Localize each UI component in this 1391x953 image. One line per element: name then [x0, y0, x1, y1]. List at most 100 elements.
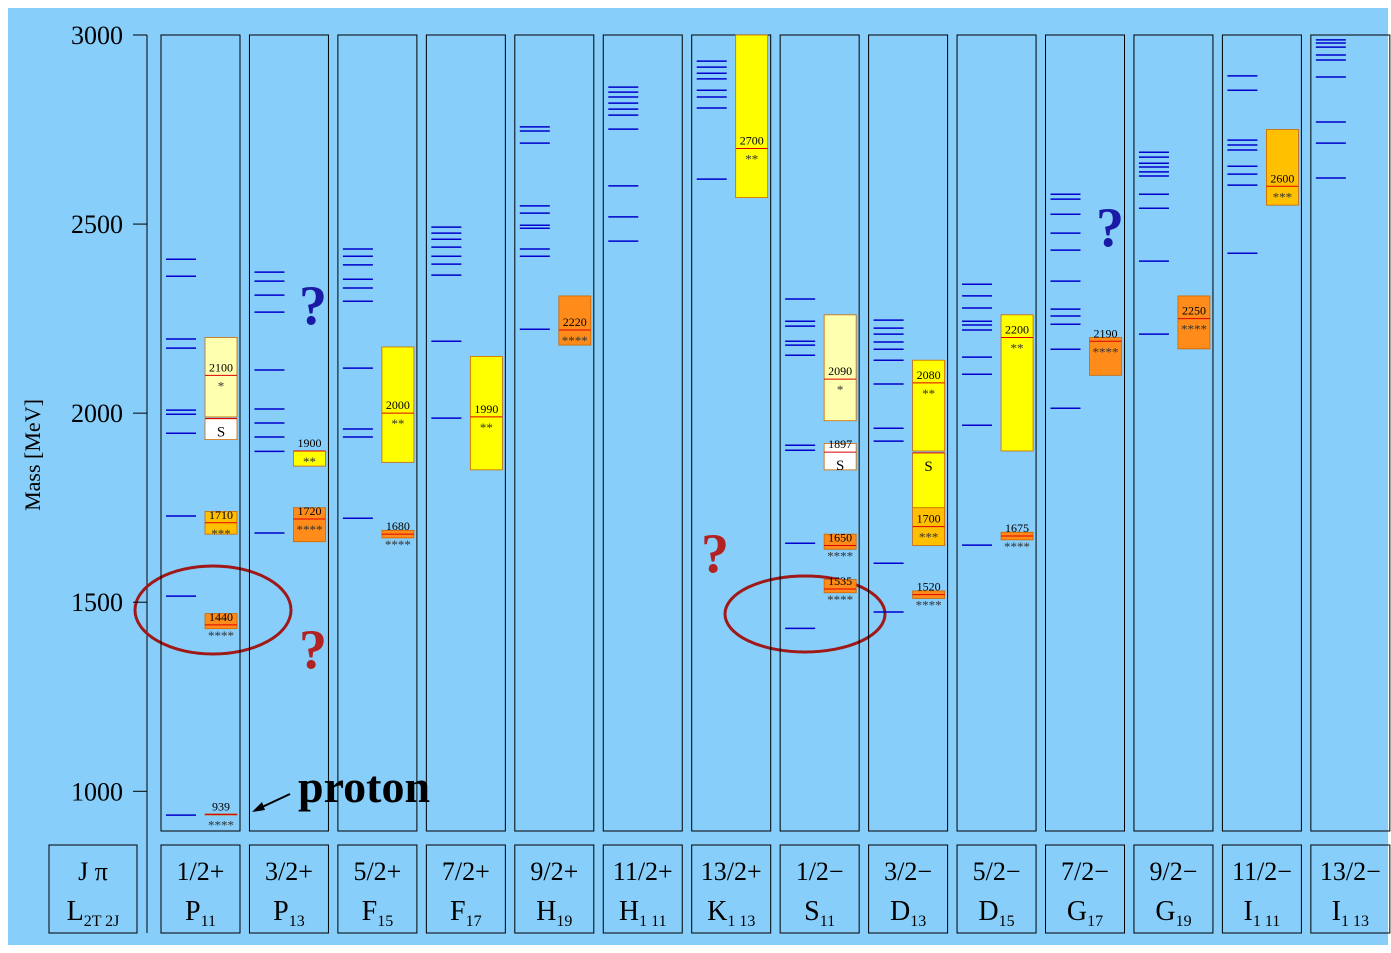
rating: ****	[296, 522, 322, 537]
column-panel	[337, 34, 418, 832]
wave-letter: D	[978, 896, 998, 927]
rating: ****	[1181, 322, 1207, 337]
rating: ****	[827, 592, 853, 607]
mass-label: 1650	[828, 530, 852, 544]
label-cell	[248, 844, 329, 934]
arrow-head	[252, 802, 265, 812]
rating: ****	[562, 333, 588, 348]
wave-label: H19	[536, 896, 572, 930]
wave-sub: 1 11	[639, 913, 666, 930]
mass-label: 1440	[209, 610, 233, 624]
wave-label: I1 11	[1244, 896, 1281, 930]
rating: S	[217, 424, 225, 440]
rating: ****	[208, 628, 234, 643]
column-panel	[1310, 34, 1391, 832]
resonance-box	[293, 507, 326, 543]
jp-label: 5/2+	[353, 857, 401, 886]
rating: **	[922, 386, 935, 401]
rating: ***	[919, 530, 939, 545]
question-mark: ?	[299, 619, 327, 681]
resonance-box	[912, 359, 945, 452]
wave-sub: 17	[1087, 913, 1103, 930]
rating: **	[745, 151, 758, 166]
wave-letter: H	[619, 896, 639, 927]
wave-sub: 13	[289, 913, 305, 930]
wave-label: I1 13	[1332, 896, 1369, 930]
wave-label: P13	[273, 896, 305, 930]
wave-label: F17	[450, 896, 482, 930]
header-bottom: L2T 2J	[67, 896, 120, 930]
mass-label: 2200	[1005, 323, 1029, 337]
mass-label: 1675	[1005, 521, 1029, 535]
y-tick-label: 1500	[71, 588, 123, 617]
wave-sub: 11	[820, 913, 835, 930]
wave-letter: D	[890, 896, 910, 927]
y-axis-label: Mass [MeV]	[20, 399, 45, 511]
wave-letter: G	[1155, 896, 1175, 927]
mass-label: 2090	[828, 364, 852, 378]
mass-label: 2700	[740, 133, 764, 147]
rating: S	[836, 458, 844, 474]
wave-letter: H	[536, 896, 556, 927]
resonance-box	[1089, 337, 1122, 376]
mass-label: 2100	[209, 360, 233, 374]
resonance-box	[558, 295, 592, 346]
wave-letter: F	[362, 896, 378, 927]
wave-label: P11	[185, 896, 216, 930]
wave-label: D13	[890, 896, 926, 930]
column-panel	[1221, 34, 1302, 832]
y-tick-label: 3000	[71, 21, 123, 50]
rating: *	[837, 382, 844, 397]
mass-label: 1710	[209, 508, 233, 522]
rating: ****	[827, 548, 853, 563]
wave-sub: 1 13	[727, 913, 755, 930]
jp-label: 13/2−	[1320, 857, 1381, 886]
column-panel	[1045, 34, 1125, 832]
highlight-ellipse	[723, 574, 887, 654]
question-mark: ?	[299, 275, 327, 337]
jp-label: 3/2−	[884, 857, 932, 886]
background	[8, 8, 1388, 945]
rating: ***	[211, 526, 231, 541]
wave-label: G19	[1155, 896, 1191, 930]
column-panel	[1133, 34, 1214, 832]
jp-label: 7/2+	[442, 857, 490, 886]
column-panel	[956, 34, 1037, 832]
label-cell	[337, 844, 418, 934]
question-mark: ?	[701, 523, 729, 585]
resonance-box	[469, 356, 503, 471]
y-tick-label: 1000	[71, 777, 123, 806]
jp-label: 9/2−	[1150, 857, 1198, 886]
wave-sub: 13	[910, 913, 926, 930]
rating: ****	[208, 817, 234, 832]
wave-letter: S	[804, 896, 820, 927]
mass-label: 2000	[386, 398, 410, 412]
wave-sub: 17	[466, 913, 482, 930]
mass-label: 1680	[386, 519, 410, 533]
label-cell	[779, 844, 860, 934]
wave-sub: 19	[1176, 913, 1192, 930]
jp-label: 11/2+	[613, 857, 673, 886]
rating: ****	[1093, 344, 1119, 359]
wave-sub: 15	[377, 913, 393, 930]
rating: **	[480, 420, 493, 435]
highlight-ellipse	[133, 564, 293, 656]
label-cell	[691, 844, 772, 934]
mass-label: 1535	[828, 574, 852, 588]
jp-label: 5/2−	[973, 857, 1021, 886]
mass-label: 2250	[1182, 304, 1206, 318]
resonance-box	[204, 337, 238, 418]
jp-label: 1/2−	[796, 857, 844, 886]
resonance-box	[1266, 129, 1299, 206]
mass-label: 1720	[297, 504, 321, 518]
column-panel	[160, 34, 241, 832]
mass-label: 1990	[474, 402, 498, 416]
column-panel	[425, 34, 506, 832]
jp-label: 3/2+	[265, 857, 313, 886]
jp-label: 1/2+	[177, 857, 225, 886]
column-panel	[868, 34, 949, 832]
resonance-box	[912, 452, 945, 509]
mass-label: 2600	[1270, 171, 1294, 185]
wave-sub: 15	[999, 913, 1015, 930]
